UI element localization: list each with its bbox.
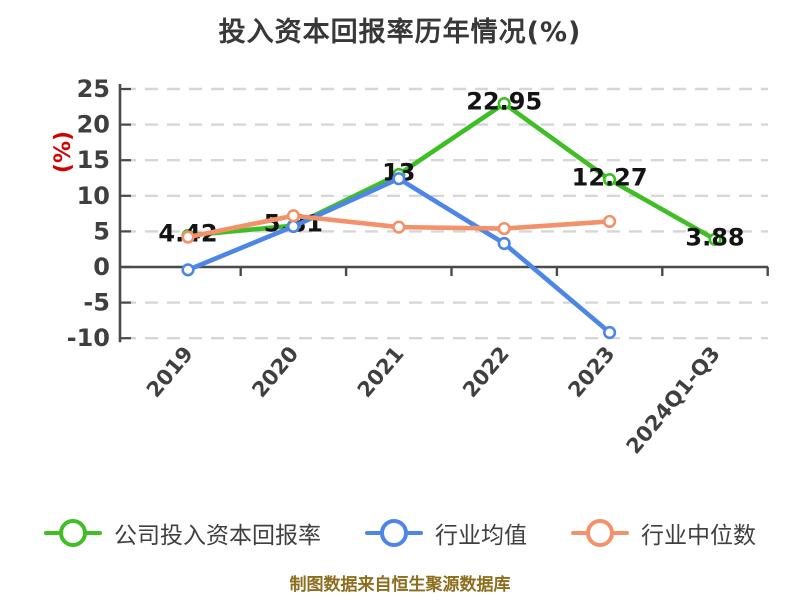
x-tick-label: 2022 [458, 342, 514, 402]
series-point-industry-median[interactable] [497, 221, 511, 236]
chart-title: 投入资本回报率历年情况(%) [218, 17, 582, 48]
series-point-industry-median[interactable] [286, 209, 301, 223]
series-point-company-roic[interactable] [708, 232, 722, 246]
data-label: 12.27 [572, 164, 648, 192]
chart-legend: 公司投入资本回报率 行业均值 行业中位数 [0, 516, 800, 550]
series-point-industry-mean[interactable] [602, 325, 617, 340]
series-point-industry-mean[interactable] [181, 263, 195, 277]
x-tick-label: 2019 [142, 342, 198, 402]
series-point-industry-mean[interactable] [497, 236, 511, 251]
x-tick-label: 2024Q1-Q3 [622, 342, 725, 459]
data-label: 3.88 [685, 223, 744, 251]
series-point-company-roic[interactable] [602, 173, 617, 187]
series-point-industry-mean[interactable] [286, 219, 301, 234]
series-point-industry-median[interactable] [181, 230, 195, 244]
series-point-industry-mean[interactable] [392, 172, 406, 186]
x-tick-label: 2020 [247, 342, 303, 402]
y-tick-label: 5 [93, 217, 110, 245]
legend-line-dot-icon [44, 519, 102, 547]
series-point-industry-median[interactable] [392, 220, 406, 234]
legend-line-dot-icon [571, 519, 629, 547]
legend-item-industry-mean[interactable]: 行业均值 [365, 516, 527, 550]
series-line-company-roic [185, 101, 718, 242]
y-tick-label: 10 [77, 182, 110, 210]
y-axis-unit-label: (%) [51, 131, 76, 173]
y-tick-label: 25 [77, 75, 110, 103]
legend-label: 行业均值 [435, 523, 527, 549]
y-tick-label: 20 [77, 111, 110, 139]
legend-item-industry-median[interactable]: 行业中位数 [571, 516, 756, 550]
series-point-company-roic[interactable] [497, 96, 511, 111]
x-tick-label: 2023 [563, 342, 619, 402]
legend-line-dot-icon [365, 519, 423, 547]
legend-label: 行业中位数 [641, 523, 756, 549]
y-tick-label: -10 [67, 324, 110, 352]
legend-label: 公司投入资本回报率 [114, 523, 321, 549]
data-label: 22.95 [466, 88, 542, 116]
y-tick-label: -5 [83, 289, 110, 317]
legend-item-company-roic[interactable]: 公司投入资本回报率 [44, 516, 321, 550]
series-line-industry-mean [185, 176, 612, 335]
x-tick-label: 2021 [353, 342, 409, 402]
y-tick-label: 0 [93, 253, 110, 281]
y-tick-label: 15 [77, 146, 110, 174]
data-source-caption: 制图数据来自恒生聚源数据库 [289, 575, 511, 595]
series-point-industry-median[interactable] [602, 214, 617, 229]
